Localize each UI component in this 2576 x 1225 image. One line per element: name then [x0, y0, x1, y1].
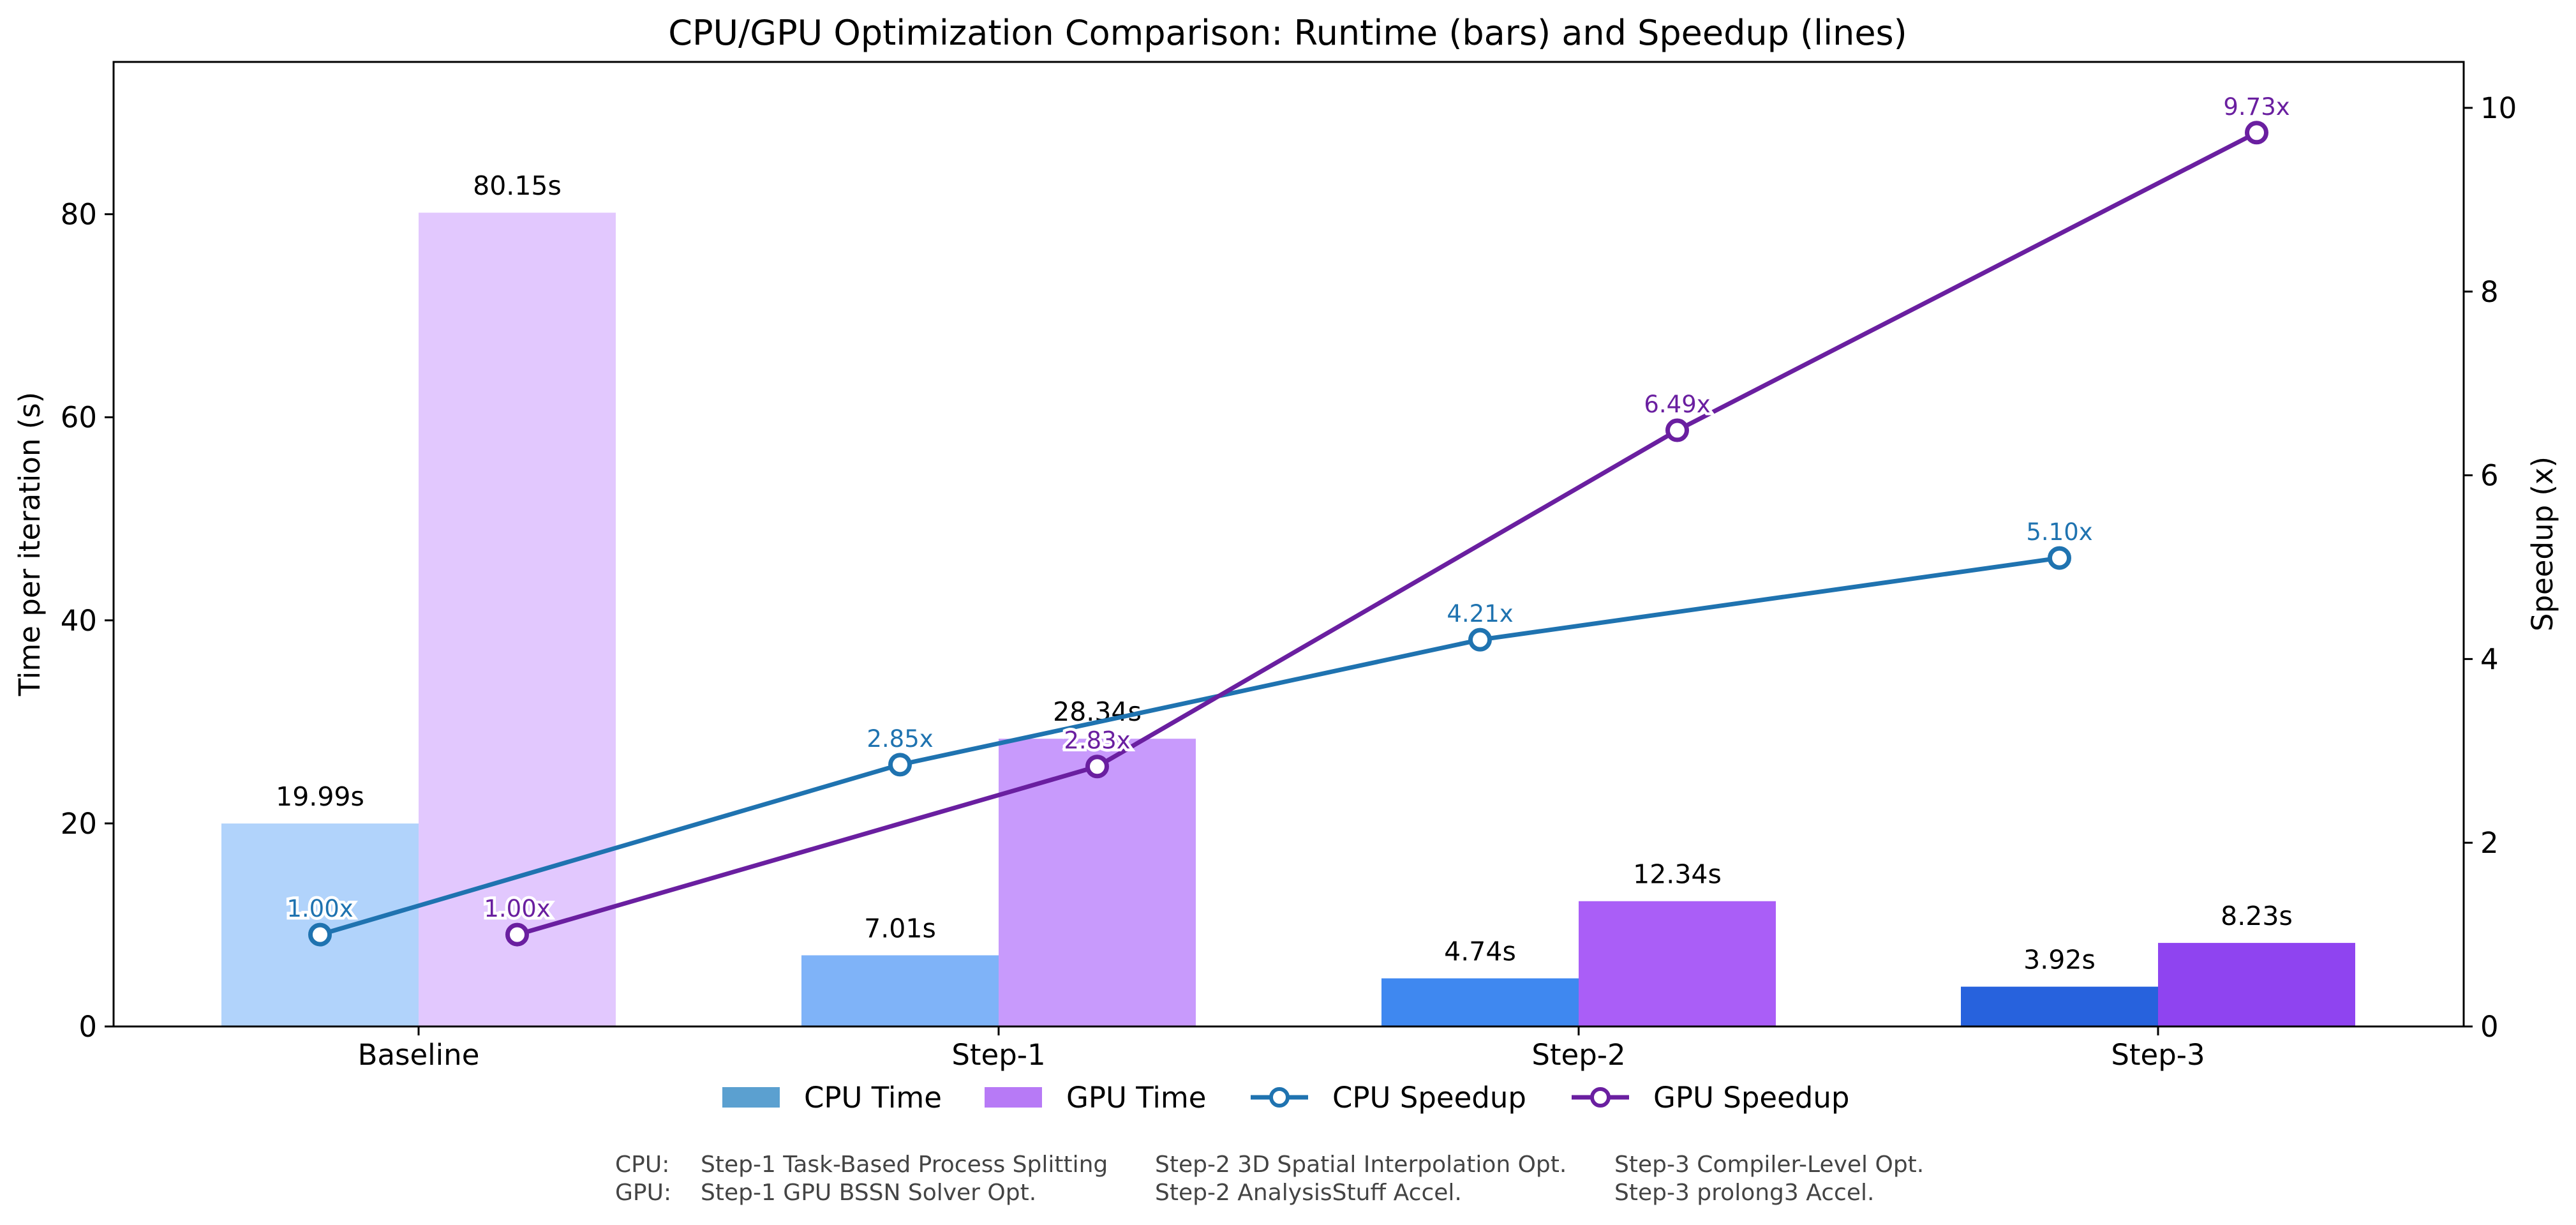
speedup-point: [1665, 418, 1689, 442]
footnote-item: Step-1 Task-Based Process Splitting: [701, 1152, 1108, 1178]
y-tick-label-right: 8: [2480, 275, 2499, 309]
bar-value-label: 4.74s: [1444, 936, 1516, 967]
line-gpu-speedup: [516, 130, 2258, 937]
line-cpu-speedup: [319, 555, 2060, 937]
bar-value-label: 12.34s: [1633, 859, 1722, 890]
footnote-item: Step-2 3D Spatial Interpolation Opt.: [1155, 1152, 1567, 1178]
speedup-value-label: 9.73x: [2223, 93, 2289, 121]
legend-marker: [1269, 1087, 1290, 1108]
footnote-item: Step-1 GPU BSSN Solver Opt.: [701, 1180, 1036, 1206]
speedup-point: [2048, 546, 2071, 570]
speedup-value-label: 2.85x: [867, 725, 933, 753]
speedup-point: [1468, 628, 1492, 652]
bar-value-label: 3.92s: [2023, 945, 2096, 975]
speedup-point: [888, 753, 912, 777]
plot-frame: [112, 61, 2465, 1028]
speedup-value-label: 4.21x: [1447, 600, 1513, 628]
legend-marker: [1590, 1087, 1611, 1108]
bar-gpu-time-2: [1579, 901, 1776, 1026]
footnotes: CPU: Step-1 Task-Based Process Splitting S…: [615, 1152, 1924, 1206]
bar-value-label: 19.99s: [276, 781, 364, 812]
legend-label: CPU Speedup: [1332, 1081, 1526, 1115]
bar-cpu-time-2: [1381, 978, 1579, 1026]
lines-layer: 1.00x 2.85x 4.21x 5.10x 1.00x 2.83x 6.49x 9.73x: [284, 90, 2293, 947]
y-axis-label-left: Time per iteration (s): [13, 392, 47, 696]
speedup-value-label: 2.83x: [1064, 727, 1130, 755]
footnote-item: Step-3 prolong3 Accel.: [1614, 1180, 1874, 1206]
bar-cpu-time-3: [1961, 986, 2158, 1026]
y-tick-label-left: 20: [61, 807, 97, 841]
legend-label: CPU Time: [804, 1081, 942, 1115]
y-axis-label-right: Speedup (x): [2526, 456, 2559, 631]
bar-gpu-time-3: [2158, 943, 2355, 1026]
legend: CPU Time GPU Time CPU Speedup GPU Speedup: [722, 1081, 1849, 1115]
footnote-item: Step-2 AnalysisStuff Accel.: [1155, 1180, 1462, 1206]
bar-value-label: 8.23s: [2221, 901, 2293, 931]
y-tick-label-right: 4: [2480, 642, 2499, 676]
y-tick-label-right: 0: [2480, 1010, 2499, 1044]
x-tick-label: Step-1: [951, 1038, 1045, 1072]
right-y-axis: 0 2 4 6 8 10: [2464, 91, 2517, 1044]
left-y-axis: 0 20 40 60 80: [61, 198, 114, 1044]
legend-label: GPU Speedup: [1653, 1081, 1849, 1115]
bar-gpu-time-0: [419, 213, 616, 1027]
x-tick-label: Step-2: [1531, 1038, 1625, 1072]
bar-cpu-time-1: [801, 955, 999, 1026]
legend-label: GPU Time: [1066, 1081, 1206, 1115]
y-tick-label-right: 2: [2480, 826, 2499, 860]
bar-value-label: 80.15s: [473, 170, 562, 201]
speedup-point: [2245, 121, 2268, 145]
y-tick-label-left: 0: [78, 1010, 97, 1044]
chart-title: CPU/GPU Optimization Comparison: Runtime…: [668, 13, 1907, 53]
y-tick-label-right: 10: [2480, 91, 2517, 125]
bar-value-label: 7.01s: [864, 913, 936, 944]
speedup-value-label: 1.00x: [287, 895, 353, 922]
y-tick-label-left: 80: [61, 198, 97, 232]
y-tick-label-left: 40: [61, 604, 97, 638]
legend-swatch: [722, 1087, 780, 1108]
speedup-value-label: 6.49x: [1644, 391, 1710, 418]
x-tick-label: Step-3: [2111, 1038, 2205, 1072]
x-axis: Baseline Step-1 Step-2 Step-3: [358, 1026, 2205, 1072]
speedup-point: [1085, 755, 1109, 779]
y-tick-label-left: 60: [61, 401, 97, 435]
bar-gpu-time-1: [999, 739, 1196, 1026]
footnote-prefix: GPU:: [615, 1180, 671, 1206]
speedup-value-label: 5.10x: [2026, 518, 2092, 546]
speedup-value-label: 1.00x: [484, 895, 550, 922]
footnote-prefix: CPU:: [615, 1152, 669, 1178]
y-tick-label-right: 6: [2480, 459, 2499, 493]
x-tick-label: Baseline: [358, 1038, 480, 1072]
speedup-point: [308, 922, 332, 947]
legend-swatch: [985, 1087, 1042, 1108]
footnote-item: Step-3 Compiler-Level Opt.: [1614, 1152, 1924, 1178]
speedup-point: [505, 922, 529, 947]
